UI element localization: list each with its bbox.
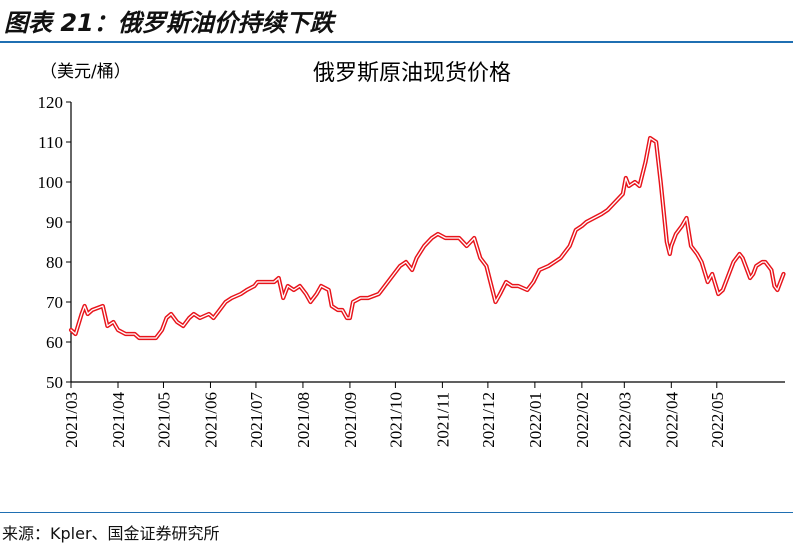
source-note: 来源：Kpler、国金证券研究所 (2, 524, 220, 543)
y-tick-label: 80 (46, 253, 63, 272)
x-tick-label: 2021/09 (341, 392, 360, 448)
series-layer (68, 135, 786, 341)
x-tick-label: 2021/05 (154, 392, 173, 448)
x-tick-label: 2021/08 (294, 392, 313, 448)
x-tick-label: 2021/03 (62, 392, 81, 448)
y-tick-label: 60 (46, 333, 63, 352)
figure-title: 图表 21：俄罗斯油价持续下跌 (4, 9, 334, 37)
x-tick-label: 2021/10 (386, 392, 405, 448)
footer-divider (0, 512, 793, 513)
x-tick-label: 2022/04 (662, 392, 681, 448)
x-tick-label: 2021/12 (479, 392, 498, 448)
y-tick-label: 90 (46, 213, 63, 232)
y-tick-label: 110 (38, 133, 63, 152)
y-tick-label: 120 (38, 93, 64, 112)
chart-axes: 50 60 70 80 90 100 110 120 2021/03 2021/04 2021/05… (38, 93, 785, 448)
x-tick-label: 2022/02 (573, 392, 592, 448)
oil-price-chart: 俄罗斯原油现货价格 （美元/桶） 50 60 70 80 90 100 110 120 2021… (38, 61, 786, 448)
x-tick-label: 2021/07 (247, 392, 266, 448)
x-tick-label: 2022/03 (615, 392, 634, 448)
figure-header: 图表 21：俄罗斯油价持续下跌 (0, 0, 793, 38)
x-tick-label: 2022/05 (708, 392, 727, 448)
price-series-line-highlight (70, 137, 785, 339)
chart-title: 俄罗斯原油现货价格 (313, 61, 511, 86)
x-tick-label: 2021/11 (433, 392, 452, 447)
y-tick-label: 70 (46, 293, 63, 312)
price-series-line (68, 135, 786, 341)
x-tick-label: 2021/06 (201, 392, 220, 448)
y-tick-label: 100 (38, 173, 64, 192)
header-divider (0, 41, 793, 43)
x-tick-label: 2022/01 (526, 392, 545, 448)
x-tick-label: 2021/04 (109, 392, 128, 448)
y-tick-label: 50 (46, 373, 63, 392)
y-axis-unit-label: （美元/桶） (40, 62, 131, 82)
